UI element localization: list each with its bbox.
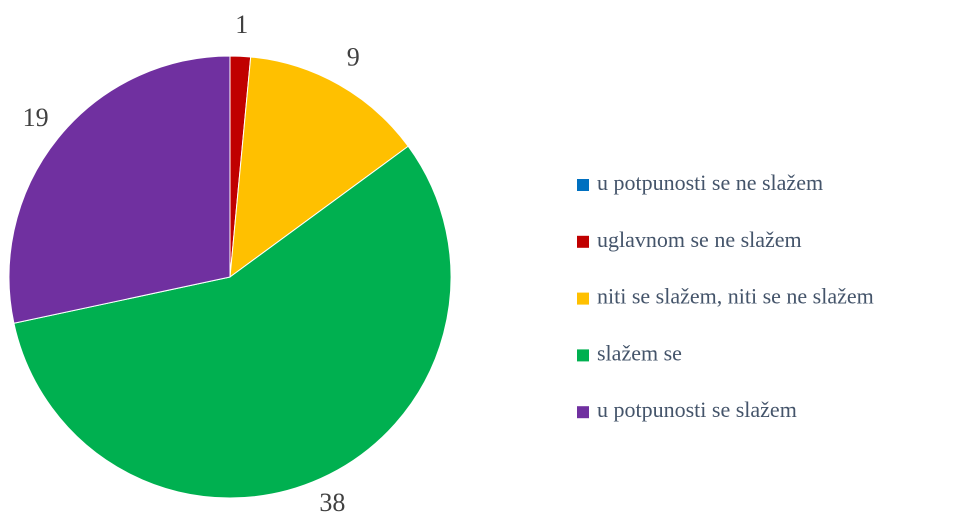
legend-swatch bbox=[577, 179, 589, 191]
legend-label: u potpunosti se slažem bbox=[597, 397, 797, 422]
pie-slice bbox=[229, 56, 409, 279]
legend-swatch bbox=[577, 292, 589, 305]
data-label: 38 bbox=[319, 488, 345, 517]
data-label: 9 bbox=[347, 42, 360, 71]
data-label: 19 bbox=[23, 103, 49, 132]
legend-swatch bbox=[577, 406, 589, 419]
legend-label: slažem se bbox=[597, 340, 682, 365]
pie-slice bbox=[8, 55, 231, 324]
legend-swatch bbox=[577, 235, 589, 248]
legend-swatch bbox=[577, 349, 589, 362]
legend-label: uglavnom se ne slažem bbox=[597, 227, 802, 252]
pie-slice bbox=[13, 145, 452, 499]
data-label: 1 bbox=[235, 10, 248, 39]
legend-label: u potpunosti se ne slažem bbox=[597, 170, 823, 195]
legend-label: niti se slažem, niti se ne slažem bbox=[597, 284, 874, 309]
